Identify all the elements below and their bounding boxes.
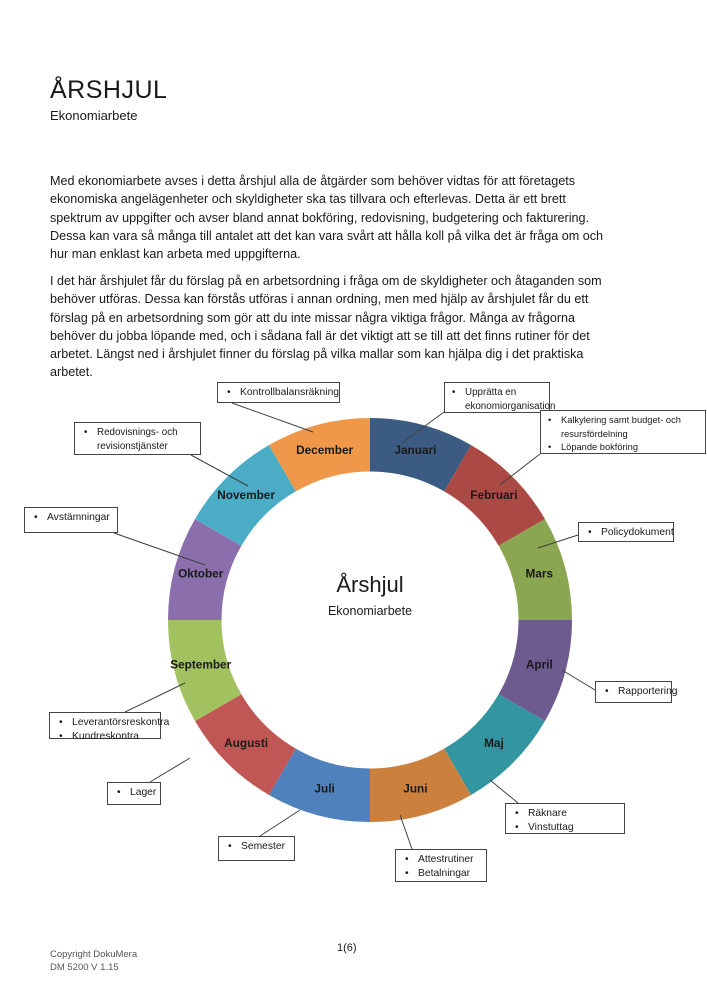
svg-text:Januari: Januari	[394, 443, 436, 457]
svg-text:Juli: Juli	[314, 781, 334, 795]
svg-text:Mars: Mars	[526, 567, 554, 581]
svg-text:September: September	[170, 658, 231, 672]
svg-text:Oktober: Oktober	[178, 567, 224, 581]
svg-text:Ekonomiarbete: Ekonomiarbete	[328, 604, 412, 618]
svg-text:November: November	[217, 488, 275, 502]
svg-text:April: April	[526, 658, 553, 672]
svg-text:Maj: Maj	[484, 736, 504, 750]
svg-text:Juni: Juni	[403, 781, 427, 795]
svg-text:Årshjul: Årshjul	[336, 572, 403, 597]
svg-text:December: December	[296, 443, 353, 457]
svg-text:Augusti: Augusti	[224, 736, 268, 750]
svg-text:Februari: Februari	[470, 488, 517, 502]
